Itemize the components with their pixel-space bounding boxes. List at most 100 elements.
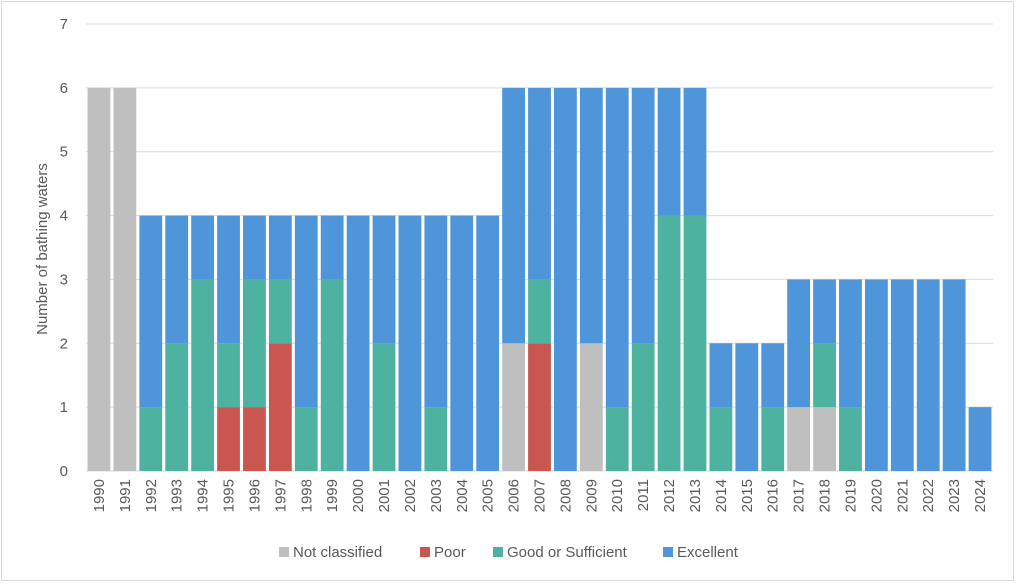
bar-segment bbox=[787, 279, 811, 408]
y-tick-label: 4 bbox=[60, 208, 68, 225]
bar-segment bbox=[631, 343, 655, 471]
bar-segment bbox=[761, 343, 785, 408]
bar-segment bbox=[942, 279, 966, 471]
x-tick-label: 2021 bbox=[894, 479, 911, 512]
bar-segment bbox=[683, 215, 707, 471]
x-tick-label: 2018 bbox=[817, 479, 834, 512]
x-tick-label: 1995 bbox=[221, 479, 238, 512]
bar-segment bbox=[87, 87, 111, 472]
bar-segment bbox=[813, 407, 836, 471]
bar-segment bbox=[631, 87, 655, 344]
x-tick-label: 2017 bbox=[791, 479, 808, 512]
x-tick-label: 2012 bbox=[661, 479, 678, 512]
bar-segment bbox=[890, 279, 914, 471]
bars bbox=[87, 87, 992, 472]
bar-segment bbox=[243, 279, 266, 408]
x-tick-label: 2005 bbox=[480, 479, 497, 512]
x-tick-label: 1998 bbox=[298, 479, 315, 512]
bar-segment bbox=[476, 215, 500, 471]
bar-segment bbox=[165, 215, 189, 344]
bar-segment bbox=[243, 215, 266, 280]
x-tick-label: 2004 bbox=[454, 479, 471, 512]
bar-segment bbox=[528, 87, 551, 280]
x-tick-label: 1990 bbox=[91, 479, 108, 512]
x-tick-label: 1996 bbox=[246, 479, 263, 512]
bar-segment bbox=[968, 407, 992, 471]
bar-segment bbox=[502, 343, 525, 471]
bar-segment bbox=[657, 87, 681, 216]
bar-segment bbox=[605, 87, 629, 408]
legend-label: Excellent bbox=[677, 544, 739, 561]
bar-segment bbox=[424, 407, 448, 471]
y-tick-label: 2 bbox=[60, 335, 68, 352]
bar-segment bbox=[579, 87, 603, 344]
x-tick-label: 2013 bbox=[687, 479, 704, 512]
x-tick-label: 2000 bbox=[350, 479, 367, 512]
bar-segment bbox=[864, 279, 888, 471]
x-tick-label: 2015 bbox=[739, 479, 756, 512]
x-tick-label: 2019 bbox=[842, 479, 859, 512]
legend-label: Poor bbox=[434, 544, 466, 561]
bar-segment bbox=[528, 279, 551, 344]
y-axis-ticks: 0 1 2 3 4 5 6 7 bbox=[60, 16, 68, 480]
bar-segment bbox=[294, 215, 318, 408]
y-tick-label: 5 bbox=[60, 144, 68, 161]
bar-segment bbox=[657, 215, 681, 471]
bar-segment bbox=[502, 87, 525, 344]
legend-item: Good or Sufficient bbox=[493, 544, 628, 561]
bar-segment bbox=[528, 343, 551, 471]
bar-segment bbox=[554, 87, 577, 472]
x-tick-label: 2010 bbox=[609, 479, 626, 512]
bar-segment bbox=[217, 343, 240, 408]
bar-segment bbox=[372, 343, 396, 471]
bar-segment bbox=[217, 407, 240, 471]
bar-segment bbox=[165, 343, 189, 471]
x-axis-ticks: 1990 1991 1992 1993 1994 1995 1996 1997 1998 1999… bbox=[91, 479, 989, 512]
x-tick-label: 2020 bbox=[868, 479, 885, 512]
legend-swatch bbox=[493, 547, 503, 557]
legend-item: Poor bbox=[420, 544, 466, 561]
bar-segment bbox=[191, 279, 215, 471]
x-tick-label: 2009 bbox=[583, 479, 600, 512]
legend-item: Excellent bbox=[663, 544, 739, 561]
bar-segment bbox=[346, 215, 370, 471]
bar-segment bbox=[709, 407, 733, 471]
bar-segment bbox=[320, 279, 344, 471]
x-tick-label: 1992 bbox=[143, 479, 160, 512]
x-tick-label: 2014 bbox=[713, 479, 730, 512]
legend-swatch bbox=[663, 547, 673, 557]
x-tick-label: 2011 bbox=[635, 479, 652, 511]
x-tick-label: 2002 bbox=[402, 479, 419, 512]
legend-swatch bbox=[420, 547, 430, 557]
bar-segment bbox=[813, 279, 836, 344]
legend-label: Good or Sufficient bbox=[507, 544, 628, 561]
x-tick-label: 1994 bbox=[195, 479, 212, 512]
bar-segment bbox=[191, 215, 215, 280]
bar-segment bbox=[398, 215, 422, 471]
y-tick-label: 0 bbox=[60, 463, 68, 480]
x-tick-label: 1999 bbox=[324, 479, 341, 512]
y-tick-label: 1 bbox=[60, 399, 68, 416]
y-tick-label: 6 bbox=[60, 80, 68, 97]
x-tick-label: 2007 bbox=[532, 479, 549, 512]
y-tick-label: 7 bbox=[60, 16, 68, 33]
legend-swatch bbox=[279, 547, 289, 557]
y-axis-label: Number of bathing waters bbox=[34, 163, 51, 335]
bar-segment bbox=[424, 215, 448, 408]
bar-segment bbox=[294, 407, 318, 471]
x-tick-label: 2006 bbox=[506, 479, 523, 512]
bar-segment bbox=[217, 215, 240, 344]
bar-segment bbox=[605, 407, 629, 471]
bar-segment bbox=[268, 343, 292, 471]
bar-segment bbox=[683, 87, 707, 216]
x-tick-label: 2023 bbox=[946, 479, 963, 512]
x-tick-label: 1997 bbox=[272, 479, 289, 512]
bar-segment bbox=[761, 407, 785, 471]
y-tick-label: 3 bbox=[60, 271, 68, 288]
bar-segment bbox=[839, 279, 862, 408]
x-tick-label: 2024 bbox=[972, 479, 989, 512]
legend-item: Not classified bbox=[279, 544, 382, 561]
x-tick-label: 2003 bbox=[428, 479, 445, 512]
x-tick-label: 2022 bbox=[920, 479, 937, 512]
bar-segment bbox=[579, 343, 603, 471]
